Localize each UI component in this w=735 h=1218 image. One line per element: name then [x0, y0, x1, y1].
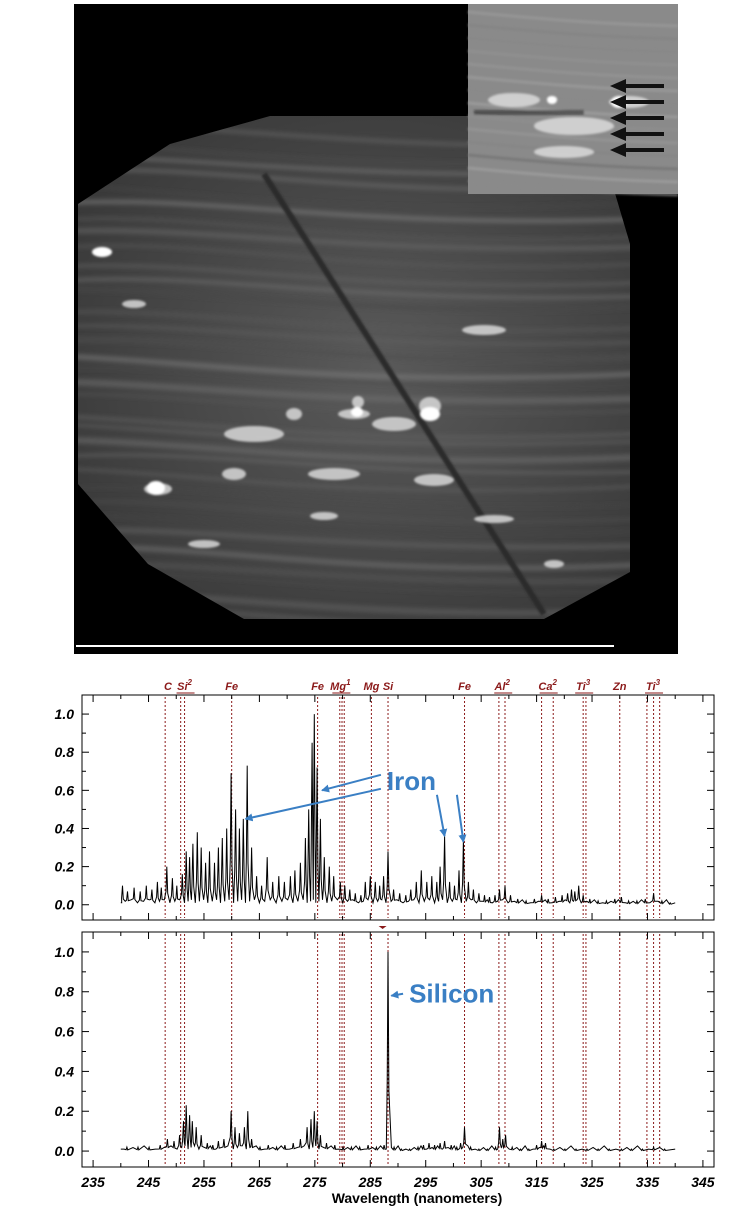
element-label: Ca2 — [538, 678, 557, 693]
x-tick-label: 325 — [580, 1174, 604, 1190]
spectrum-trace — [120, 951, 676, 1152]
annotation-arrow — [244, 787, 382, 822]
panel-divider-marker — [378, 926, 387, 929]
element-label: Si2 — [177, 678, 192, 693]
inset-arrows — [610, 79, 664, 157]
x-tick-label: 305 — [469, 1174, 493, 1190]
element-label: Mg — [363, 681, 379, 693]
x-tick-label: 235 — [80, 1174, 105, 1190]
element-label-superscript: 1 — [346, 678, 351, 687]
element-label: Al2 — [493, 678, 510, 693]
element-label-superscript: 3 — [586, 678, 591, 687]
inset-arrow — [610, 111, 664, 125]
element-label: Fe — [311, 681, 324, 693]
inset-arrow — [610, 127, 664, 141]
element-label: C — [164, 681, 173, 693]
rock-photo: 4 cm — [74, 4, 679, 654]
y-tick-label: 1.0 — [55, 944, 75, 960]
annotation-label: Silicon — [409, 979, 494, 1009]
annotation-label: Iron — [387, 766, 436, 796]
x-tick-label: 315 — [525, 1174, 549, 1190]
y-tick-label: 0.4 — [55, 1063, 75, 1079]
x-tick-label: 345 — [691, 1174, 715, 1190]
element-label: Ti3 — [576, 678, 591, 693]
x-tick-label: 245 — [136, 1174, 161, 1190]
spectra-svg: 0.0 0.2 0.4 0.6 0.8 1.0 C Si2 Fe Fe Mg1 Mg Si Fe Al2 Ca… — [55, 678, 715, 1206]
element-label: Fe — [225, 681, 238, 693]
y-tick-label: 0.2 — [55, 1103, 75, 1119]
element-label: Ti3 — [646, 678, 661, 693]
chart-bottom-panel: 0.0 0.2 0.4 0.6 0.8 1.0 235 245 255 265 275 285 295 3… — [55, 926, 715, 1190]
inset-arrow — [610, 143, 664, 157]
x-tick-label: 295 — [413, 1174, 438, 1190]
spectra-chart: 0.0 0.2 0.4 0.6 0.8 1.0 C Si2 Fe Fe Mg1 Mg Si Fe Al2 Ca… — [0, 655, 735, 1213]
element-label: Fe — [458, 681, 471, 693]
y-tick-label: 0.0 — [55, 1143, 75, 1159]
element-label-superscript: 2 — [187, 678, 193, 687]
inset-arrow — [610, 95, 664, 109]
chart-top-panel: 0.0 0.2 0.4 0.6 0.8 1.0 C Si2 Fe Fe Mg1 Mg Si Fe Al2 Ca… — [55, 678, 715, 921]
y-tick-label: 0.2 — [55, 859, 75, 875]
element-label: Si — [383, 681, 394, 693]
element-label: Mg1 — [330, 678, 351, 693]
plot-frame — [81, 931, 715, 1168]
annotation-arrow — [390, 990, 404, 999]
y-tick-label: 0.4 — [55, 820, 75, 836]
x-tick-label: 265 — [247, 1174, 272, 1190]
y-tick-label: 0.8 — [55, 984, 75, 1000]
inset-zoom — [467, 4, 679, 197]
element-label: Zn — [612, 681, 627, 693]
annotation-arrow — [435, 794, 448, 838]
element-label-superscript: 2 — [551, 678, 557, 687]
rock-photo-panel: 4 cm — [74, 4, 679, 654]
y-tick-label: 0.8 — [55, 744, 75, 760]
element-label-superscript: 3 — [656, 678, 661, 687]
spectrum-trace — [120, 714, 676, 906]
annotation-arrow — [321, 773, 382, 793]
scale-label: 4 cm — [307, 625, 350, 646]
x-tick-label: 335 — [636, 1174, 660, 1190]
y-tick-label: 0.6 — [55, 782, 75, 798]
y-tick-label: 0.0 — [55, 897, 75, 913]
x-tick-label: 285 — [358, 1174, 383, 1190]
element-label-superscript: 2 — [504, 678, 510, 687]
x-tick-label: 255 — [191, 1174, 216, 1190]
annotation-arrow — [455, 794, 467, 843]
x-axis-label: Wavelength (nanometers) — [332, 1190, 503, 1206]
y-tick-label: 0.6 — [55, 1024, 75, 1040]
y-tick-label: 1.0 — [55, 706, 75, 722]
x-tick-label: 275 — [302, 1174, 327, 1190]
inset-arrow — [610, 79, 664, 93]
